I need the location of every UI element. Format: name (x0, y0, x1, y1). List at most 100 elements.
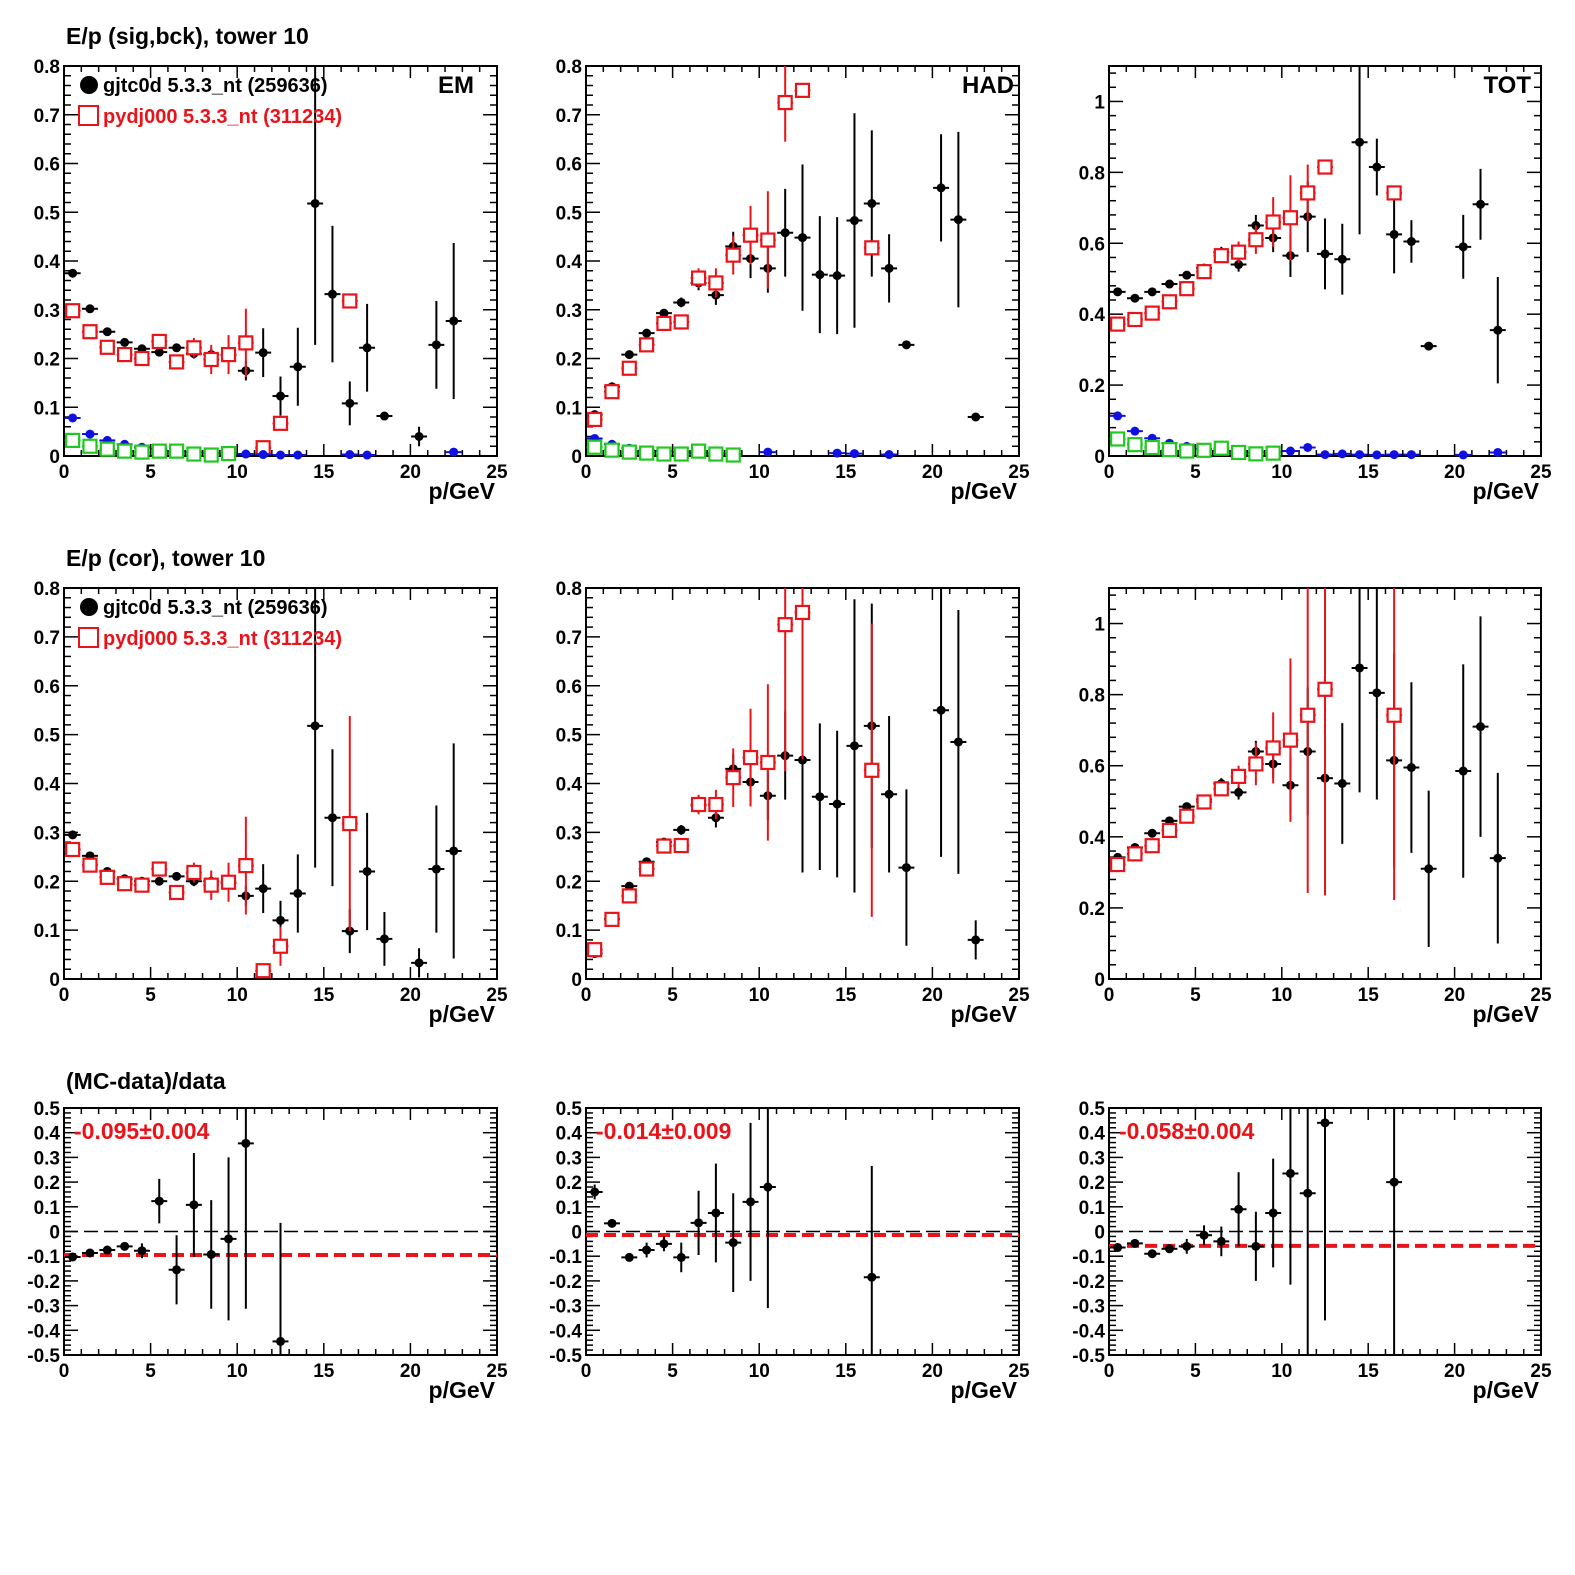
data-point (798, 755, 807, 765)
series-1 (64, 716, 358, 979)
data-point (186, 340, 202, 356)
data-point (1303, 442, 1313, 452)
x-tick-label: 10 (227, 985, 248, 1006)
data-point (798, 233, 807, 243)
y-tick-label: 0 (49, 970, 60, 991)
data-point (1234, 1204, 1244, 1214)
x-tick-label: 5 (667, 985, 678, 1006)
panel-ratio-em: 0 5 10 15 20 25p/GeV -0.5 -0.4 -0.3 -0.2 -0.1 0 0.1 0… (27, 1099, 508, 1403)
data-point (379, 934, 389, 944)
x-tick-label: 5 (1190, 985, 1201, 1006)
y-tick-label: 0.5 (556, 1099, 583, 1120)
data-point (936, 705, 946, 715)
y-tick-label: -0.1 (27, 1247, 60, 1268)
data-point (1161, 442, 1178, 458)
data-point (832, 799, 842, 809)
data-point (1144, 305, 1160, 321)
data-point (604, 442, 620, 458)
y-tick-label: 0.6 (34, 155, 60, 176)
data-point (1248, 756, 1264, 772)
y-tick-label: 0.7 (556, 628, 582, 649)
data-point (1424, 864, 1434, 874)
x-tick-label: 0 (581, 1361, 592, 1382)
y-tick-label: 0.2 (1079, 376, 1105, 397)
panel-ratio-had: 0 5 10 15 20 25p/GeV -0.5 -0.4 -0.3 -0.2 -0.1 0 0.1 0… (549, 1099, 1030, 1403)
x-tick-label: 25 (1008, 985, 1030, 1006)
data-point (327, 289, 337, 299)
y-tick-label: 0.8 (556, 57, 582, 78)
data-point (725, 247, 741, 263)
x-tick-label: 20 (922, 1361, 943, 1382)
data-point (659, 1239, 669, 1249)
x-tick-label: 20 (922, 462, 943, 483)
data-point (639, 445, 655, 461)
data-point (884, 263, 894, 273)
data-point (203, 351, 219, 368)
data-point (639, 861, 655, 877)
data-point (971, 935, 981, 945)
data-point (1110, 316, 1126, 332)
data-point (690, 796, 707, 813)
panel-tag-tot: TOT (1483, 72, 1531, 99)
data-point (85, 304, 95, 314)
data-point (1248, 232, 1264, 248)
y-tick-label: 0.6 (556, 677, 582, 698)
data-point (1147, 1249, 1157, 1259)
y-tick-label: 0.2 (556, 872, 582, 893)
x-tick-label: 20 (400, 1361, 421, 1382)
data-point (220, 445, 237, 462)
data-point (694, 1218, 704, 1228)
data-point (901, 863, 911, 873)
y-tick-label: 0.5 (34, 203, 61, 224)
data-point (708, 796, 724, 813)
x-tick-label: 0 (1104, 1361, 1115, 1382)
data-point (276, 915, 285, 925)
data-point (276, 450, 285, 460)
data-point (1285, 446, 1295, 456)
x-tick-label: 15 (313, 462, 335, 483)
data-point (794, 604, 811, 621)
data-point (68, 413, 78, 423)
data-point (1300, 185, 1316, 201)
data-point (901, 340, 911, 350)
panel-cor-tot: 0 5 10 15 20 25p/GeV 0 0.2 0.4 0.6 0.8 1 (1079, 587, 1552, 1027)
x-tick-label: 25 (486, 985, 508, 1006)
y-tick-label: 0.6 (1079, 757, 1105, 778)
data-point (362, 450, 372, 460)
data-point (815, 270, 825, 280)
y-tick-label: 0 (49, 447, 60, 468)
data-point (1476, 199, 1486, 209)
data-point (151, 443, 167, 459)
data-point (763, 447, 773, 457)
data-point (224, 1234, 234, 1244)
x-tick-label: 20 (400, 462, 421, 483)
y-tick-label: 0.7 (34, 628, 60, 649)
data-point (82, 438, 98, 454)
data-point (621, 888, 637, 904)
y-tick-label: 0.4 (1079, 1124, 1106, 1145)
data-point (1113, 1243, 1123, 1253)
data-point (656, 315, 672, 331)
data-point (1372, 450, 1382, 460)
legend-cor: gjtc0d 5.3.3_nt (259636) pydj000 5.3.3_n… (78, 597, 342, 650)
x-tick-label: 15 (1358, 462, 1380, 483)
x-tick-label: 20 (1444, 1361, 1465, 1382)
y-tick-label: 0.4 (556, 252, 583, 273)
x-tick-label: 0 (59, 985, 70, 1006)
data-point (1317, 159, 1333, 175)
data-point (293, 888, 303, 898)
data-point (1458, 766, 1468, 776)
y-tick-label: 0.2 (34, 1173, 60, 1194)
data-point (1285, 1168, 1295, 1178)
data-point (607, 1218, 617, 1228)
data-point (1147, 828, 1157, 838)
data-point (642, 1245, 652, 1255)
data-point (258, 348, 268, 358)
y-tick-label: 0 (571, 1223, 582, 1244)
data-point (310, 198, 320, 208)
data-point (1164, 279, 1174, 289)
data-point (342, 293, 358, 309)
data-point (936, 183, 946, 193)
data-point (1386, 707, 1402, 723)
